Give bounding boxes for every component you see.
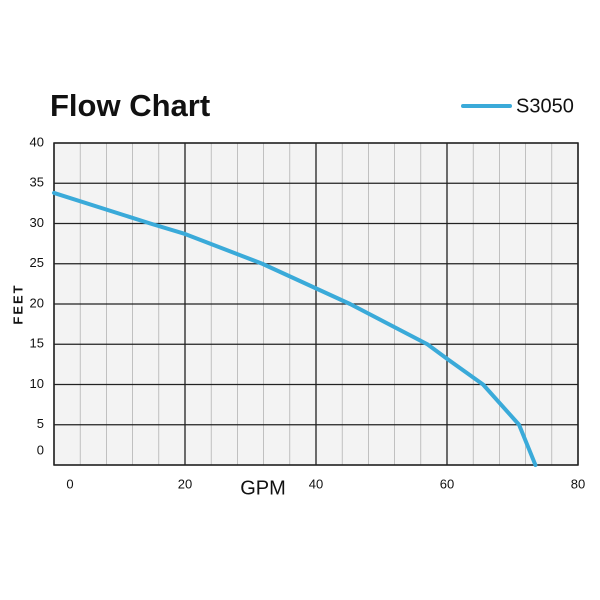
y-tick-label: 0 [37, 442, 44, 457]
x-tick-label: 60 [440, 476, 454, 491]
x-tick-label: 40 [309, 476, 323, 491]
plot-border [53, 142, 579, 466]
y-axis-label: FEET [10, 283, 25, 324]
x-tick-label: 0 [66, 476, 73, 491]
legend-label: S3050 [516, 95, 574, 117]
y-tick-label: 40 [30, 134, 44, 149]
y-tick-label: 20 [30, 295, 44, 310]
y-tick-label: 30 [30, 215, 44, 230]
y-tick-label: 25 [30, 255, 44, 270]
y-tick-label: 15 [30, 336, 44, 351]
chart-title: Flow Chart [50, 88, 210, 123]
y-tick-label: 35 [30, 175, 44, 190]
y-tick-label: 10 [30, 376, 44, 391]
x-tick-label: 80 [571, 476, 585, 491]
x-tick-label: 20 [178, 476, 192, 491]
y-tick-label: 5 [37, 416, 44, 431]
data-line [52, 190, 538, 467]
x-axis-label: GPM [240, 477, 286, 499]
